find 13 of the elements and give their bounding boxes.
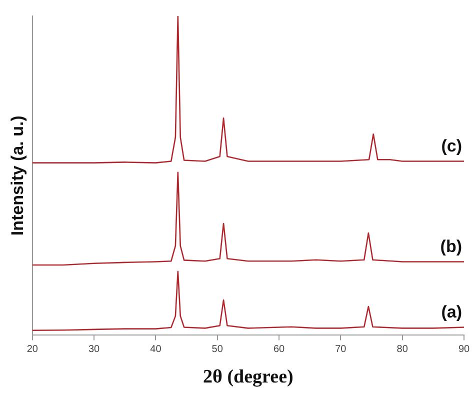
x-tick-label: 90 — [458, 344, 470, 355]
x-tick-label: 20 — [26, 344, 38, 355]
series-label: (a) — [441, 302, 462, 322]
x-tick-label: 70 — [335, 344, 347, 355]
series-label: (b) — [440, 236, 462, 256]
series-label: (c) — [441, 136, 462, 156]
x-tick-label: 80 — [396, 344, 408, 355]
y-axis-title: Intensity (a. u.) — [8, 116, 27, 236]
x-tick-label: 40 — [150, 344, 162, 355]
x-tick-label: 50 — [212, 344, 224, 355]
x-axis-title: 2θ (degree) — [203, 366, 294, 388]
x-tick-label: 30 — [88, 344, 100, 355]
x-tick-label: 60 — [273, 344, 286, 355]
